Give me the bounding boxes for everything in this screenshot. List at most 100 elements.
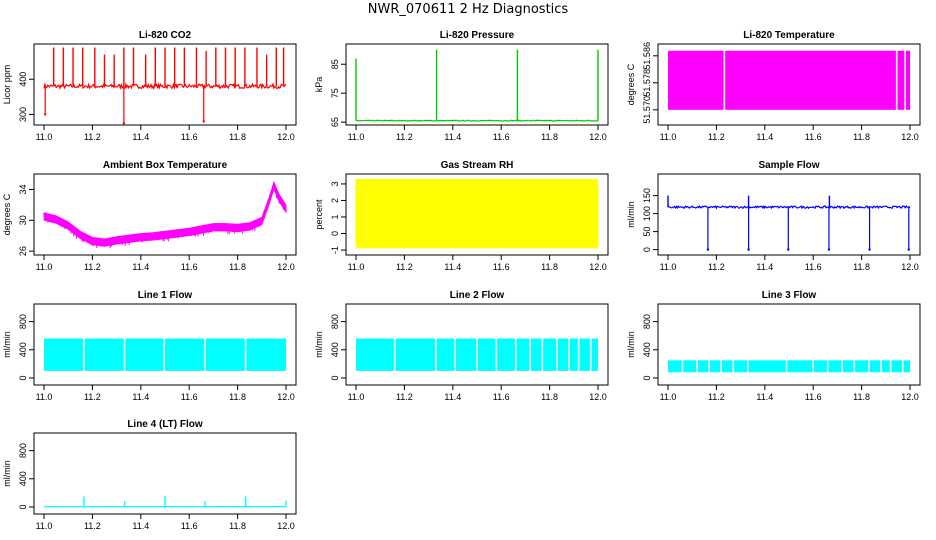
gap-mark: [244, 337, 247, 372]
y-tick-label: 0: [642, 247, 652, 252]
gap-mark: [868, 359, 870, 374]
spike-point: [122, 122, 126, 125]
chart-panel-8: Line 2 Flow 11.0 11.2 11.4 11.6 11.8 12.0 0 400 8…: [314, 290, 609, 402]
chart-title: Li-820 Temperature: [743, 30, 835, 41]
spike-point: [747, 248, 750, 251]
gap-mark: [880, 359, 882, 374]
x-tick-label: 11.8: [229, 392, 246, 402]
x-tick-label: 11.6: [493, 262, 510, 272]
y-tick-label: 400: [18, 471, 28, 486]
chart-title: Gas Stream RH: [441, 160, 514, 171]
gap-mark: [393, 337, 396, 372]
gap-mark: [163, 337, 166, 372]
y-tick-label: 0: [330, 231, 340, 236]
y-axis-label: ml/min: [626, 201, 636, 228]
chart-title: Line 4 (LT) Flow: [127, 419, 203, 430]
y-tick-label: 400: [642, 342, 652, 357]
spike-point: [44, 113, 47, 116]
y-tick-label: 2: [330, 198, 340, 203]
plot-frame: [33, 303, 297, 386]
spike-point: [868, 248, 871, 251]
x-tick-label: 11.6: [181, 262, 198, 272]
gap-mark: [556, 337, 558, 372]
x-tick-label: 11.4: [444, 392, 461, 402]
x-tick-label: 11.0: [348, 392, 365, 402]
chart-title: Li-820 CO2: [139, 30, 192, 41]
gap-mark: [747, 359, 749, 374]
x-tick-label: 11.8: [541, 132, 558, 142]
x-tick-label: 11.2: [84, 392, 101, 402]
gap-mark: [901, 359, 904, 374]
gap-mark: [720, 359, 723, 374]
chart-title: Li-820 Pressure: [440, 30, 515, 41]
y-tick-label: 34: [18, 184, 28, 194]
y-tick-label: 400: [18, 72, 28, 87]
spike-point: [202, 120, 205, 123]
x-tick-label: 11.8: [541, 392, 558, 402]
x-tick-label: 11.6: [493, 392, 510, 402]
x-tick-label: 11.6: [805, 262, 822, 272]
y-tick-label: 100: [642, 206, 652, 221]
spike-point: [827, 248, 831, 251]
chart-panel-7: Line 1 Flow 11.0 11.2 11.4 11.6 11.8 12.0 0 400 8…: [2, 290, 297, 402]
x-tick-label: 11.0: [36, 392, 53, 402]
gap-mark: [826, 359, 829, 374]
series-line: [43, 81, 287, 91]
gap-mark: [696, 359, 698, 374]
y-tick-label: 51.570: [642, 96, 652, 124]
x-tick-label: 12.0: [277, 521, 295, 531]
y-tick-label: 150: [642, 188, 652, 203]
x-tick-label: 11.6: [805, 132, 822, 142]
gap-mark: [732, 359, 735, 374]
y-tick-label: 800: [642, 314, 652, 329]
x-tick-label: 11.0: [660, 132, 677, 142]
gap-mark: [541, 337, 544, 372]
x-tick-label: 12.0: [901, 392, 919, 402]
series-band: [668, 50, 910, 110]
chart-title: Line 2 Flow: [450, 290, 505, 301]
series-magenta: [43, 180, 287, 249]
series-band: [43, 180, 287, 247]
gap-mark: [853, 359, 856, 374]
y-tick-label: 800: [18, 443, 28, 458]
plot-frame: [657, 43, 921, 126]
x-tick-label: 12.0: [901, 132, 919, 142]
gap-mark: [435, 337, 437, 372]
x-tick-label: 11.2: [84, 132, 101, 142]
y-tick-label: 75: [330, 88, 340, 98]
x-tick-label: 11.4: [444, 262, 461, 272]
plot-frame: [345, 43, 609, 126]
x-tick-label: 12.0: [589, 132, 607, 142]
x-tick-label: 12.0: [589, 262, 607, 272]
gap-mark: [904, 49, 906, 111]
chart-title: Sample Flow: [758, 160, 819, 171]
series-yellow: [355, 178, 599, 249]
chart-panel-5: Gas Stream RH 11.0 11.2 11.4 11.6 11.8 12.0 -1 0…: [314, 160, 609, 272]
x-tick-label: 11.2: [396, 392, 413, 402]
gap-mark: [841, 359, 844, 374]
series-magenta: [668, 49, 910, 111]
x-tick-label: 11.0: [660, 262, 677, 272]
series-band: [668, 360, 910, 373]
plot-frame: [657, 303, 921, 386]
x-tick-label: 11.4: [132, 132, 149, 142]
x-tick-label: 11.2: [396, 132, 413, 142]
y-tick-label: 1: [330, 214, 340, 219]
x-tick-label: 11.8: [229, 262, 246, 272]
spike-point: [787, 248, 790, 251]
y-tick-label: 85: [330, 59, 340, 69]
x-tick-label: 11.6: [181, 392, 198, 402]
x-tick-label: 11.6: [181, 521, 198, 531]
x-tick-label: 11.4: [132, 262, 149, 272]
x-tick-label: 11.2: [708, 132, 725, 142]
x-tick-label: 11.8: [229, 132, 246, 142]
x-tick-label: 12.0: [277, 262, 295, 272]
y-tick-label: 800: [18, 314, 28, 329]
chart-title: Line 1 Flow: [138, 290, 193, 301]
x-tick-label: 11.2: [84, 521, 101, 531]
x-tick-label: 11.8: [853, 132, 870, 142]
gap-mark: [476, 337, 478, 372]
gap-mark: [889, 359, 892, 374]
y-axis-label: Licor ppm: [2, 65, 12, 105]
chart-panel-2: Li-820 Pressure 11.0 11.2 11.4 11.6 11.8 12.0 6…: [314, 30, 609, 142]
